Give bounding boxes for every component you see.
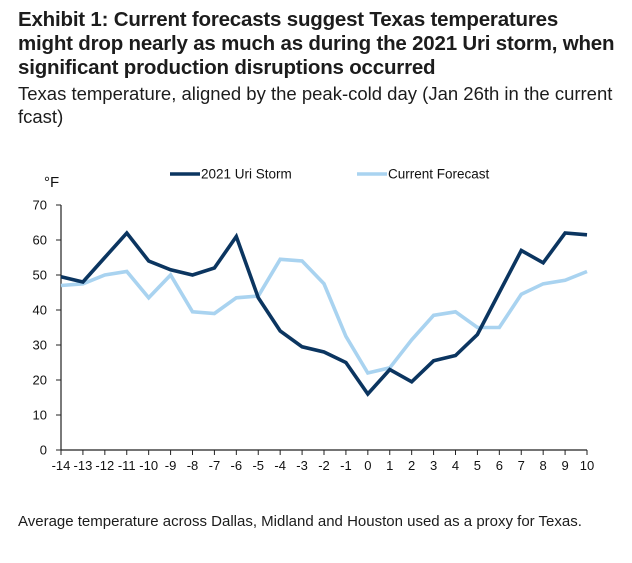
x-tick-label: -6 (231, 458, 243, 473)
x-tick-label: 1 (386, 458, 393, 473)
x-tick-label: -13 (74, 458, 93, 473)
x-tick-label: 6 (496, 458, 503, 473)
legend-label: 2021 Uri Storm (201, 167, 292, 182)
chart-title: Exhibit 1: Current forecasts suggest Tex… (18, 8, 615, 79)
x-tick-label: 3 (430, 458, 437, 473)
chart-subtitle: Texas temperature, aligned by the peak-c… (18, 83, 613, 127)
legend: 2021 Uri Storm Current Forecast (170, 167, 490, 182)
legend-label: Current Forecast (388, 167, 490, 182)
x-tick-label: 5 (474, 458, 481, 473)
x-tick-label: 10 (580, 458, 594, 473)
x-tick-label: -10 (139, 458, 158, 473)
footnote: Average temperature across Dallas, Midla… (18, 513, 582, 530)
x-tick-label: 0 (364, 458, 371, 473)
x-tick-label: -1 (340, 458, 352, 473)
y-tick-label: 0 (40, 443, 47, 458)
x-tick-label: -12 (95, 458, 114, 473)
series-group (60, 230, 588, 397)
x-tick-label: -2 (318, 458, 330, 473)
x-tick-label: 2 (408, 458, 415, 473)
y-tick-label: 70 (33, 198, 47, 213)
x-tick-label: -9 (165, 458, 177, 473)
y-tick-label: 10 (33, 408, 47, 423)
x-tick-label: -3 (296, 458, 308, 473)
line-chart: 2021 Uri Storm Current Forecast °F 010203… (33, 167, 595, 474)
x-tick-label: 4 (452, 458, 459, 473)
y-axis-label: °F (44, 174, 59, 191)
y-tick-label: 20 (33, 373, 47, 388)
x-tick-label: -11 (118, 458, 136, 473)
y-tick-label: 50 (33, 268, 47, 283)
x-tick-label: 9 (561, 458, 568, 473)
y-tick-label: 40 (33, 303, 47, 318)
x-tick-label: 7 (518, 458, 525, 473)
y-tick-label: 30 (33, 338, 47, 353)
x-tick-label: -7 (209, 458, 221, 473)
y-tick-label: 60 (33, 233, 47, 248)
x-tick-label: 8 (540, 458, 547, 473)
x-tick-label: -8 (187, 458, 199, 473)
x-tick-label: -14 (52, 458, 71, 473)
x-tick-label: -4 (274, 458, 286, 473)
x-tick-label: -5 (252, 458, 264, 473)
